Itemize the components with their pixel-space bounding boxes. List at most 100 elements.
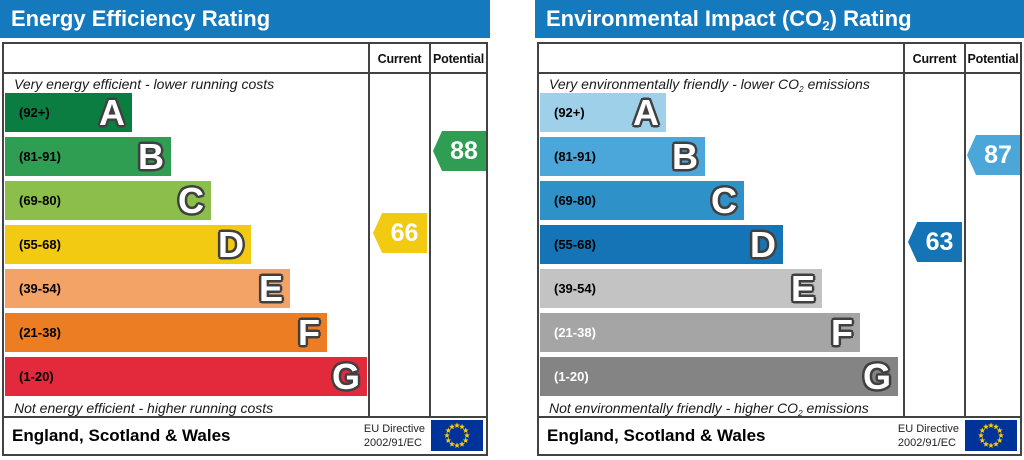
current-column-divider (903, 44, 905, 418)
panel-title: Energy Efficiency Rating (0, 0, 490, 38)
band-a: (92+) A (540, 93, 666, 132)
bottom-caption-text: Not environmentally friendly - higher CO (549, 400, 798, 416)
band-range-label: (1-20) (19, 369, 54, 384)
band-b: (81-91) B (540, 137, 705, 176)
band-bar-c: (69-80) C (540, 181, 744, 220)
top-caption: Very energy efficient - lower running co… (14, 75, 274, 94)
band-range-label: (39-54) (554, 281, 596, 296)
band-range-label: (69-80) (19, 193, 61, 208)
current-column-divider (368, 44, 370, 418)
band-range-label: (69-80) (554, 193, 596, 208)
footer-divider (4, 416, 486, 418)
band-f: (21-38) F (540, 313, 860, 352)
current-column-header: Current (377, 52, 422, 66)
panel-title: Environmental Impact (CO2) Rating (535, 0, 1024, 38)
potential-rating-arrow: 87 (967, 135, 1020, 175)
band-range-label: (21-38) (19, 325, 61, 340)
panel-title-subscript: 2 (822, 18, 830, 33)
band-grade-letter: A (99, 92, 125, 133)
band-bar-f: (21-38) F (5, 313, 327, 352)
top-caption-suffix: emissions (803, 76, 870, 92)
band-bar-a: (92+) A (5, 93, 132, 132)
table-footer: England, Scotland & Wales EU Directive 2… (4, 418, 486, 454)
band-d: (55-68) D (540, 225, 783, 264)
band-d: (55-68) D (5, 225, 251, 264)
band-e: (39-54) E (5, 269, 290, 308)
band-range-label: (21-38) (554, 325, 596, 340)
current-rating-arrow: 63 (908, 222, 962, 262)
eu-flag-icon (965, 420, 1017, 451)
band-c: (69-80) C (540, 181, 744, 220)
top-caption-text: Very environmentally friendly - lower CO (549, 76, 800, 92)
band-grade-letter: B (672, 136, 698, 177)
potential-column-divider (429, 44, 431, 418)
potential-column-header: Potential (967, 52, 1019, 66)
band-grade-letter: G (331, 356, 360, 397)
table-footer: England, Scotland & Wales EU Directive 2… (539, 418, 1020, 454)
potential-column-header: Potential (433, 52, 484, 66)
band-bar-g: (1-20) G (540, 357, 898, 396)
eu-directive-line1: EU Directive (363, 423, 425, 435)
band-bar-d: (55-68) D (5, 225, 251, 264)
band-bar-b: (81-91) B (5, 137, 171, 176)
band-a: (92+) A (5, 93, 132, 132)
bottom-caption: Not energy efficient - higher running co… (14, 400, 273, 417)
band-bar-f: (21-38) F (540, 313, 860, 352)
band-grade-letter: D (750, 224, 776, 265)
energy-efficiency-panel: Energy Efficiency Rating Current Potenti… (0, 0, 490, 460)
band-bar-e: (39-54) E (5, 269, 290, 308)
band-grade-letter: F (298, 312, 320, 353)
region-label: England, Scotland & Wales (12, 426, 231, 445)
eu-directive-line2: 2002/91/EC (897, 437, 956, 449)
band-bar-d: (55-68) D (540, 225, 783, 264)
region-label: England, Scotland & Wales (547, 426, 766, 445)
potential-column-divider (964, 44, 966, 418)
band-bar-b: (81-91) B (540, 137, 705, 176)
band-grade-letter: C (178, 180, 204, 221)
panel-title-text: Energy Efficiency Rating (11, 6, 271, 31)
band-range-label: (92+) (19, 105, 50, 120)
top-caption: Very environmentally friendly - lower CO… (549, 75, 870, 94)
band-bar-e: (39-54) E (540, 269, 822, 308)
band-range-label: (92+) (554, 105, 585, 120)
eu-directive-line2: 2002/91/EC (363, 437, 422, 449)
band-grade-letter: F (831, 312, 853, 353)
band-f: (21-38) F (5, 313, 327, 352)
eu-flag-icon (431, 420, 483, 451)
band-range-label: (1-20) (554, 369, 589, 384)
bottom-caption-subscript: 2 (798, 408, 803, 418)
band-bar-g: (1-20) G (5, 357, 367, 396)
band-grade-letter: A (633, 92, 659, 133)
band-e: (39-54) E (540, 269, 822, 308)
band-range-label: (81-91) (554, 149, 596, 164)
eu-directive-label: EU Directive 2002/91/EC (364, 422, 425, 450)
footer-divider (539, 416, 1020, 418)
band-range-label: (81-91) (19, 149, 61, 164)
band-g: (1-20) G (540, 357, 898, 396)
band-g: (1-20) G (5, 357, 367, 396)
header-divider (4, 72, 486, 74)
band-range-label: (55-68) (554, 237, 596, 252)
bottom-caption-text: Not energy efficient - higher running co… (14, 400, 274, 416)
rating-table: Current Potential Very energy efficient … (2, 42, 488, 456)
band-grade-letter: D (218, 224, 244, 265)
bottom-caption: Not environmentally friendly - higher CO… (549, 400, 869, 418)
band-bar-a: (92+) A (540, 93, 666, 132)
band-grade-letter: G (862, 356, 891, 397)
band-bar-c: (69-80) C (5, 181, 211, 220)
top-caption-subscript: 2 (799, 84, 804, 94)
environmental-impact-panel: Environmental Impact (CO2) Rating Curren… (535, 0, 1024, 460)
panel-title-suffix: ) Rating (829, 6, 912, 31)
potential-rating-arrow: 88 (433, 131, 486, 171)
band-grade-letter: B (138, 136, 164, 177)
top-caption-text: Very energy efficient - lower running co… (14, 76, 275, 92)
header-divider (539, 72, 1020, 74)
band-grade-letter: E (258, 268, 283, 309)
band-grade-letter: E (790, 268, 815, 309)
eu-directive-line1: EU Directive (897, 423, 959, 435)
current-rating-arrow: 66 (373, 213, 427, 253)
rating-table: Current Potential Very environmentally f… (537, 42, 1022, 456)
rating-bands: (92+) A (81-91) B (69-80) C (55-68) D (39-54) E (2… (540, 44, 956, 418)
current-column-header: Current (912, 52, 957, 66)
